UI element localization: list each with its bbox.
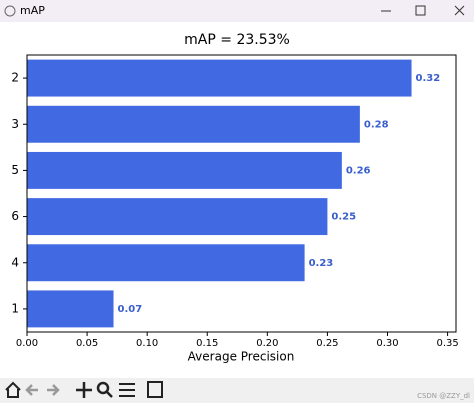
- axes-frame: [26, 54, 457, 333]
- zoom-handle: [106, 391, 113, 398]
- x-tick-label: 0.30: [376, 338, 398, 349]
- chart-title: mAP = 23.53%: [184, 32, 290, 48]
- watermark: CSDN @ZZY_dl: [417, 392, 470, 400]
- save-button[interactable]: [147, 381, 163, 398]
- title-bar: [0, 0, 474, 22]
- y-tick-label: 1: [11, 301, 19, 315]
- bar: [27, 151, 342, 189]
- x-axis-label: Average Precision: [188, 350, 295, 364]
- x-tick-label: 0.25: [316, 338, 338, 349]
- y-tick-label: 6: [11, 209, 19, 223]
- value-label: 0.26: [346, 165, 371, 176]
- plot: 0.00 0.05 0.10 0.15 0.20 0.25 0.30 0.35 2 0.32 3 0.…: [11, 54, 459, 349]
- y-tick-label: 2: [11, 71, 19, 85]
- close-button[interactable]: [454, 5, 465, 16]
- x-tick-label: 0.00: [16, 338, 38, 349]
- bar: [27, 244, 305, 282]
- bar: [27, 290, 114, 328]
- x-tick-label: 0.20: [256, 338, 278, 349]
- x-tick-label: 0.05: [76, 338, 98, 349]
- value-label: 0.32: [416, 73, 441, 84]
- zoom-button[interactable]: [96, 381, 110, 395]
- bar: [27, 198, 328, 236]
- value-label: 0.23: [309, 258, 334, 269]
- y-tick-label: 5: [11, 163, 19, 177]
- back-button[interactable]: [25, 384, 38, 396]
- value-label: 0.07: [118, 304, 143, 315]
- pan-button[interactable]: [76, 382, 92, 398]
- y-tick-label: 3: [11, 117, 19, 131]
- bar: [27, 105, 360, 143]
- window-title: mAP: [20, 4, 45, 17]
- x-tick-label: 0.15: [196, 338, 218, 349]
- value-label: 0.25: [331, 212, 356, 223]
- value-label: 0.28: [364, 119, 389, 130]
- app-icon: [4, 5, 16, 17]
- home-button[interactable]: [5, 381, 21, 398]
- bar: [27, 59, 412, 97]
- x-tick-label: 0.35: [436, 338, 458, 349]
- forward-button[interactable]: [47, 384, 60, 396]
- y-tick-label: 4: [11, 255, 19, 269]
- maximize-button[interactable]: [415, 5, 426, 16]
- configure-button[interactable]: [119, 383, 135, 397]
- x-tick-label: 0.10: [136, 338, 158, 349]
- toolbar: [0, 378, 474, 403]
